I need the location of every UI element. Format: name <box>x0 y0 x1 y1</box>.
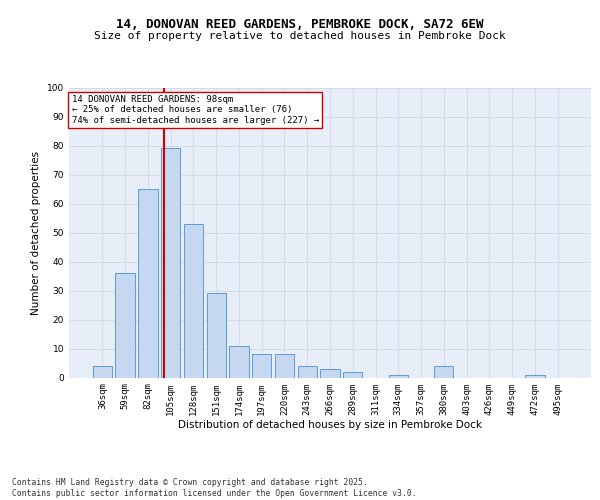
Bar <box>161 148 181 378</box>
Bar <box>275 354 294 378</box>
X-axis label: Distribution of detached houses by size in Pembroke Dock: Distribution of detached houses by size … <box>178 420 482 430</box>
Bar <box>206 294 226 378</box>
Bar <box>434 366 454 378</box>
Bar <box>184 224 203 378</box>
Bar <box>389 374 408 378</box>
Bar <box>115 273 135 378</box>
Text: 14, DONOVAN REED GARDENS, PEMBROKE DOCK, SA72 6EW: 14, DONOVAN REED GARDENS, PEMBROKE DOCK,… <box>116 18 484 30</box>
Bar <box>252 354 271 378</box>
Bar <box>525 374 545 378</box>
Y-axis label: Number of detached properties: Number of detached properties <box>31 150 41 314</box>
Bar <box>320 369 340 378</box>
Bar <box>343 372 362 378</box>
Bar <box>298 366 317 378</box>
Text: 14 DONOVAN REED GARDENS: 98sqm
← 25% of detached houses are smaller (76)
74% of : 14 DONOVAN REED GARDENS: 98sqm ← 25% of … <box>71 95 319 124</box>
Bar <box>93 366 112 378</box>
Text: Size of property relative to detached houses in Pembroke Dock: Size of property relative to detached ho… <box>94 31 506 41</box>
Text: Contains HM Land Registry data © Crown copyright and database right 2025.
Contai: Contains HM Land Registry data © Crown c… <box>12 478 416 498</box>
Bar <box>229 346 248 378</box>
Bar <box>138 189 158 378</box>
